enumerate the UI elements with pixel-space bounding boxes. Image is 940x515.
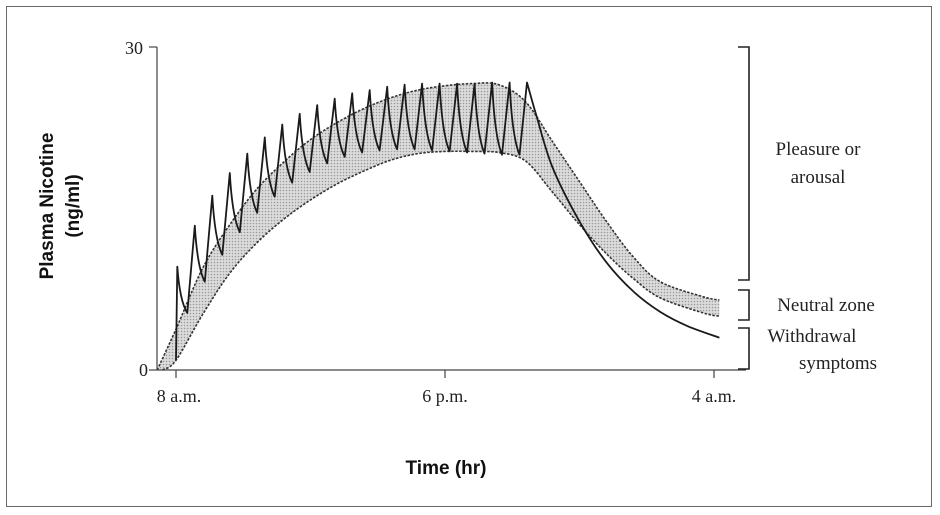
- band-upper-edge: [156, 82, 720, 371]
- x-tick-label-4am: 4 a.m.: [692, 386, 737, 406]
- zone-label-withdrawal-line2: symptoms: [799, 353, 877, 374]
- nicotine-curve: [175, 81, 720, 361]
- neutral-bracket: [738, 289, 750, 321]
- zone-label-withdrawal-line1: Withdrawal: [768, 326, 857, 347]
- zone-label-pleasure-line1: Pleasure or: [776, 139, 862, 160]
- zone-label-pleasure-line2: arousal: [791, 167, 846, 188]
- x-tick-label-8am: 8 a.m.: [157, 386, 202, 406]
- zone-label-neutral: Neutral zone: [777, 295, 875, 316]
- y-axis-title-line1: Plasma Nicotine: [37, 133, 58, 280]
- x-tick-label-6pm: 6 p.m.: [422, 386, 468, 406]
- zone-band: [157, 82, 720, 371]
- y-tick-label-0: 0: [139, 360, 148, 380]
- y-tick-label-30: 30: [125, 38, 143, 58]
- band-lower-edge: [162, 150, 720, 371]
- x-axis-title: Time (hr): [406, 458, 487, 479]
- pleasure-bracket: [738, 46, 750, 281]
- y-axis-title-line2: (ng/ml): [63, 174, 84, 237]
- withdrawal-bracket: [738, 327, 750, 370]
- figure-frame: [6, 6, 932, 507]
